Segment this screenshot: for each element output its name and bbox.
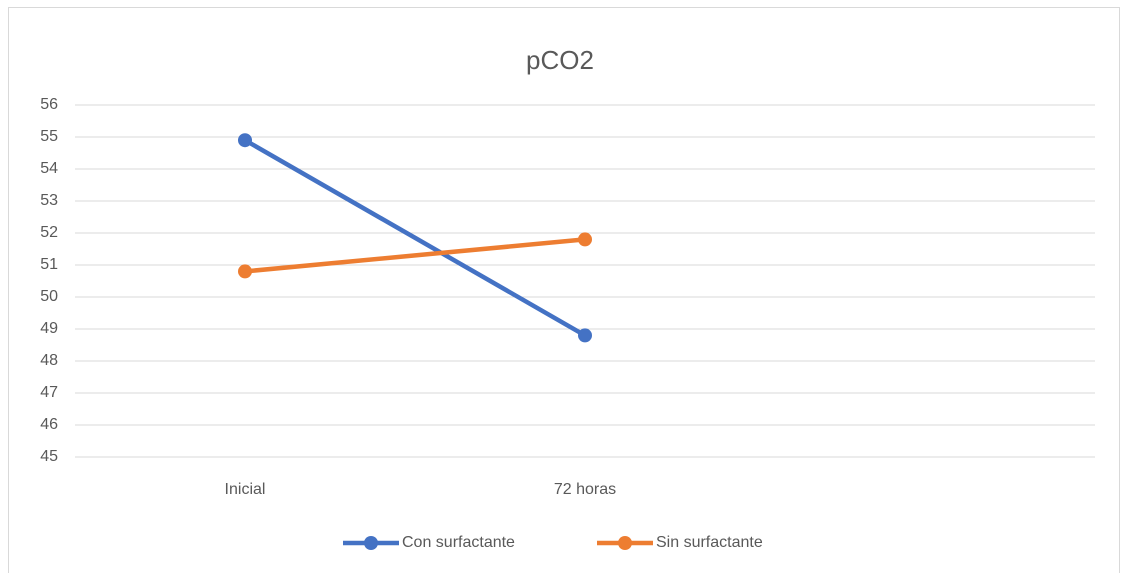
data-point: [578, 232, 592, 247]
x-tick-label: Inicial: [225, 481, 266, 498]
y-tick-label: 45: [40, 448, 58, 465]
y-tick-label: 54: [40, 160, 58, 177]
y-tick-label: 52: [40, 224, 58, 241]
y-tick-label: 47: [40, 384, 58, 401]
y-tick-label: 56: [40, 96, 58, 113]
series-line: [242, 137, 588, 338]
y-tick-label: 55: [40, 128, 58, 145]
y-tick-label: 46: [40, 416, 58, 433]
x-tick-label: 72 horas: [554, 481, 616, 498]
y-tick-label: 51: [40, 256, 58, 273]
legend-marker: [618, 536, 632, 550]
legend-marker: [364, 536, 378, 550]
y-tick-label: 50: [40, 288, 58, 305]
series-line: [242, 237, 588, 274]
data-point: [238, 133, 252, 148]
legend-label: Sin surfactante: [656, 534, 763, 551]
legend-label: Con surfactante: [402, 534, 515, 551]
y-tick-label: 48: [40, 352, 58, 369]
chart-title: pCO2: [526, 45, 594, 75]
chart-border: [8, 7, 1120, 573]
data-point: [578, 328, 592, 343]
data-point: [238, 264, 252, 279]
y-tick-label: 53: [40, 192, 58, 209]
y-tick-label: 49: [40, 320, 58, 337]
